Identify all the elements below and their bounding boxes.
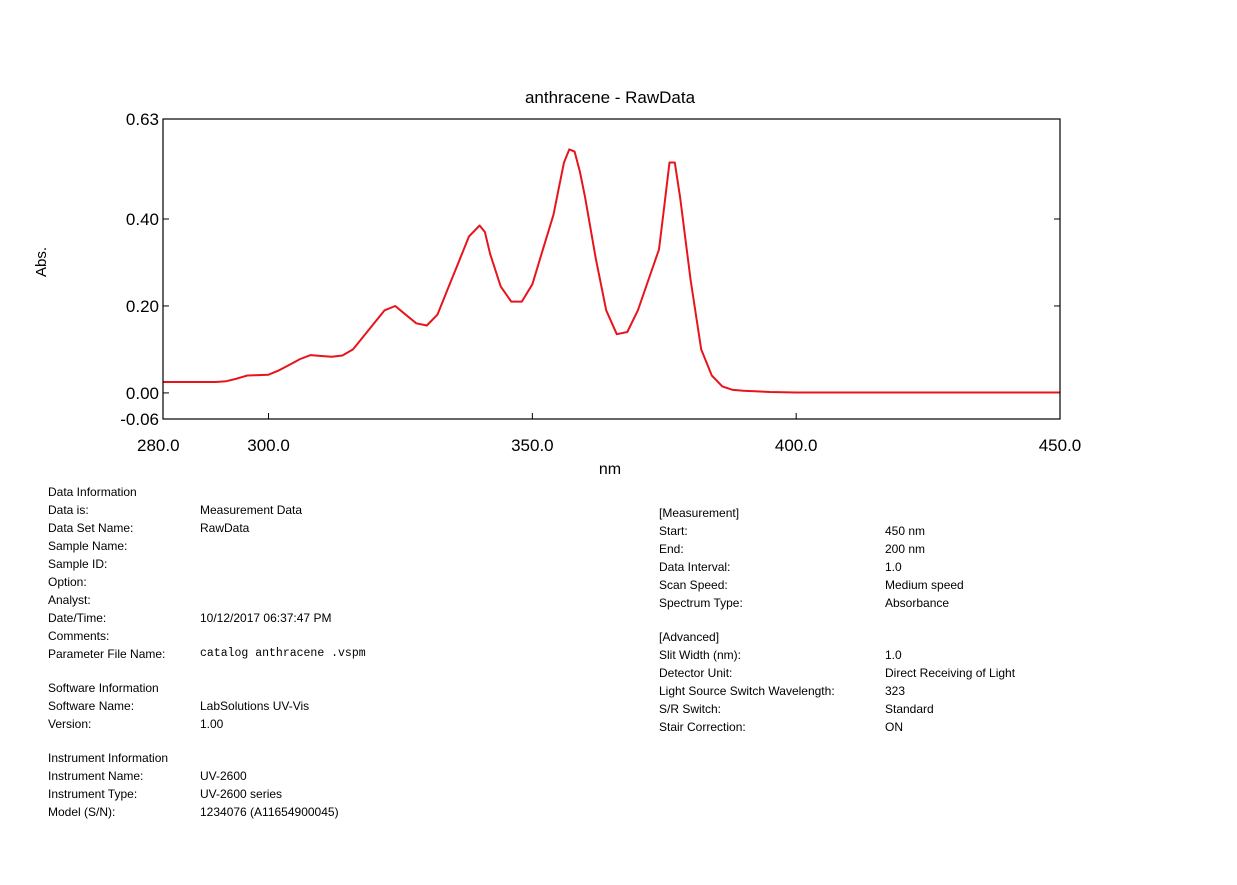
advanced-heading: [Advanced] — [659, 630, 720, 644]
right-info-panel: [Measurement] Start: 450 nm End: 200 nm Data… — [659, 504, 1159, 736]
info-key: Slit Width (nm): — [659, 648, 742, 662]
x-tick-label: 300.0 — [247, 436, 290, 455]
info-row: Instrument Name: UV-2600 — [48, 767, 608, 785]
info-row: Analyst: — [48, 591, 608, 609]
axis-ticks: 280.0 300.0 350.0 400.0 450.0 -0.06 0.00 0.20 0.… — [120, 110, 1081, 455]
y-tick-label: 0.20 — [126, 297, 159, 316]
info-row: Spectrum Type: Absorbance — [659, 594, 1159, 612]
info-key: Detector Unit: — [659, 666, 733, 680]
info-key: S/R Switch: — [659, 702, 722, 716]
advanced-rows: Slit Width (nm): 1.0 Detector Unit: Direct … — [659, 646, 1159, 736]
info-key: Instrument Type: — [48, 787, 138, 801]
info-row: Parameter File Name: catalog anthracene .… — [48, 645, 608, 663]
plot-frame — [162, 118, 1061, 420]
software-information-rows: Software Name: LabSolutions UV-Vis Version… — [48, 697, 608, 733]
data-information-heading: Data Information — [48, 485, 137, 499]
info-row: Data is: Measurement Data — [48, 501, 608, 519]
info-row: Instrument Type: UV-2600 series — [48, 785, 608, 803]
info-row: Sample Name: — [48, 537, 608, 555]
info-value: 200 nm — [885, 542, 926, 556]
info-value: ON — [885, 720, 903, 734]
info-value: Measurement Data — [200, 503, 303, 517]
info-value: LabSolutions UV-Vis — [200, 699, 310, 713]
info-value: UV-2600 series — [200, 787, 283, 801]
info-value: 323 — [885, 684, 906, 698]
info-key: Stair Correction: — [659, 720, 746, 734]
info-key: Parameter File Name: — [48, 647, 166, 661]
info-key: Start: — [659, 524, 688, 538]
info-row: Version: 1.00 — [48, 715, 608, 733]
instrument-information-rows: Instrument Name: UV-2600 Instrument Type: U… — [48, 767, 608, 821]
info-row: Sample ID: — [48, 555, 608, 573]
software-information-heading: Software Information — [48, 681, 159, 695]
info-value: catalog anthracene .vspm — [200, 647, 366, 660]
info-key: Data is: — [48, 503, 89, 517]
info-key: Sample ID: — [48, 557, 108, 571]
info-key: Scan Speed: — [659, 578, 728, 592]
info-row: Stair Correction: ON — [659, 718, 1159, 736]
info-value: 1.0 — [885, 560, 902, 574]
info-row: Detector Unit: Direct Receiving of Light — [659, 664, 1159, 682]
data-information-rows: Data is: Measurement Data Data Set Name: Ra… — [48, 501, 608, 663]
info-key: Comments: — [48, 629, 110, 643]
info-row: Data Interval: 1.0 — [659, 558, 1159, 576]
info-key: Sample Name: — [48, 539, 128, 553]
info-value: Direct Receiving of Light — [885, 666, 1016, 680]
absorbance-chart: anthracene - RawData Abs. nm 280.0 300.0 3… — [33, 88, 1081, 478]
info-row: Data Set Name: RawData — [48, 519, 608, 537]
x-tick-label: 400.0 — [775, 436, 818, 455]
chart-title: anthracene - RawData — [525, 88, 696, 107]
spectrum-line — [163, 148, 1060, 394]
info-key: Spectrum Type: — [659, 596, 743, 610]
info-key: Date/Time: — [48, 611, 107, 625]
info-value: UV-2600 — [200, 769, 247, 783]
info-key: Option: — [48, 575, 87, 589]
info-key: Data Set Name: — [48, 521, 134, 535]
info-row: Slit Width (nm): 1.0 — [659, 646, 1159, 664]
info-value: 1.0 — [885, 648, 902, 662]
info-key: Light Source Switch Wavelength: — [659, 684, 835, 698]
x-tick-label: 280.0 — [137, 436, 180, 455]
info-value: 1234076 (A11654900045) — [200, 805, 339, 819]
info-value: RawData — [200, 521, 250, 535]
instrument-information-heading: Instrument Information — [48, 751, 169, 765]
y-tick-label: 0.63 — [126, 110, 159, 129]
info-row: Date/Time: 10/12/2017 06:37:47 PM — [48, 609, 608, 627]
info-value: Standard — [885, 702, 934, 716]
y-axis-label: Abs. — [33, 247, 50, 277]
info-key: Instrument Name: — [48, 769, 144, 783]
info-row: S/R Switch: Standard — [659, 700, 1159, 718]
info-row: Model (S/N): 1234076 (A11654900045) — [48, 803, 608, 821]
info-row: Software Name: LabSolutions UV-Vis — [48, 697, 608, 715]
info-value: 1.00 — [200, 717, 224, 731]
measurement-heading: [Measurement] — [659, 506, 740, 520]
x-tick-label: 450.0 — [1039, 436, 1082, 455]
x-tick-label: 350.0 — [511, 436, 554, 455]
y-tick-label: 0.00 — [126, 384, 159, 403]
info-row: Scan Speed: Medium speed — [659, 576, 1159, 594]
info-row: End: 200 nm — [659, 540, 1159, 558]
info-key: Software Name: — [48, 699, 135, 713]
info-value: Medium speed — [885, 578, 964, 592]
info-key: End: — [659, 542, 684, 556]
info-value: 10/12/2017 06:37:47 PM — [200, 611, 332, 625]
y-tick-label: 0.40 — [126, 210, 159, 229]
info-key: Analyst: — [48, 593, 91, 607]
y-tick-label: -0.06 — [120, 410, 159, 429]
info-row: Comments: — [48, 627, 608, 645]
left-info-panel: Data Information Data is: Measurement Dat… — [48, 483, 608, 821]
measurement-rows: Start: 450 nm End: 200 nm Data Interval: 1.0 S… — [659, 522, 1159, 612]
info-row: Light Source Switch Wavelength: 323 — [659, 682, 1159, 700]
info-key: Version: — [48, 717, 92, 731]
info-value: 450 nm — [885, 524, 926, 538]
info-key: Data Interval: — [659, 560, 731, 574]
info-value: Absorbance — [885, 596, 950, 610]
info-key: Model (S/N): — [48, 805, 116, 819]
info-row: Option: — [48, 573, 608, 591]
x-axis-label: nm — [599, 461, 621, 478]
info-row: Start: 450 nm — [659, 522, 1159, 540]
